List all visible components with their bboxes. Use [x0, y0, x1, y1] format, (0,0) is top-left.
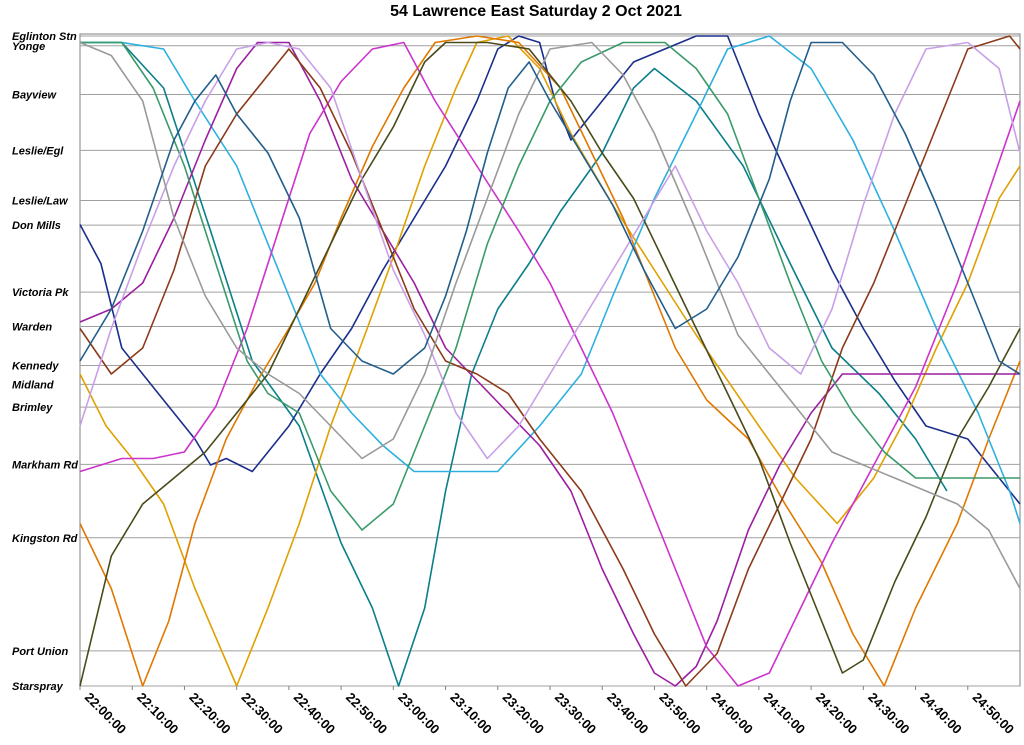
x-tick-label: 22:10:00: [134, 690, 181, 737]
x-tick-label: 23:00:00: [395, 690, 442, 737]
trip-line-9: [80, 41, 1020, 531]
stop-gridlines: [80, 35, 1020, 687]
x-tick-label: 24:40:00: [917, 690, 964, 737]
trip-line-6: [79, 41, 1021, 687]
trip-line-4: [80, 35, 1021, 524]
x-tick-label: 23:40:00: [604, 690, 651, 737]
x-tick-label: 23:50:00: [656, 690, 703, 737]
stop-label: Eglinton Stn: [12, 31, 77, 43]
stop-label: Midland: [12, 379, 54, 391]
time-axis-ticks: 22:00:00 22:10:00 22:20:00 22:30:00 22:40:00…: [79, 686, 1017, 737]
x-tick-label: 22:40:00: [291, 690, 338, 737]
x-tick-label: 24:10:00: [761, 690, 808, 737]
trip-line-3: [79, 35, 1021, 687]
trip-line-10: [79, 41, 1021, 460]
stop-label: Don Mills: [12, 220, 61, 232]
trip-line-0: [80, 41, 948, 687]
stop-label: Markham Rd: [12, 459, 78, 471]
stop-label: Yonge: [12, 41, 45, 53]
stop-label: Bayview: [12, 90, 57, 102]
stop-label: Leslie/Law: [12, 195, 69, 207]
x-tick-label: 22:00:00: [82, 690, 129, 737]
x-tick-label: 23:30:00: [552, 690, 599, 737]
trip-line-8: [79, 41, 1021, 687]
trip-line-12: [79, 41, 1021, 375]
stop-label: Starspray: [12, 681, 64, 693]
x-tick-label: 24:20:00: [813, 690, 860, 737]
stop-label: Leslie/Egl: [12, 145, 64, 157]
x-tick-label: 23:20:00: [500, 690, 547, 737]
stop-label: Port Union: [12, 646, 68, 658]
stop-label: Warden: [12, 322, 52, 334]
x-tick-label: 22:20:00: [186, 690, 233, 737]
chart-title: 54 Lawrence East Saturday 2 Oct 2021: [390, 3, 682, 20]
stop-label: Kingston Rd: [12, 533, 78, 545]
x-tick-label: 24:50:00: [970, 690, 1017, 737]
trip-line-11: [79, 41, 1021, 589]
x-tick-label: 23:10:00: [447, 690, 494, 737]
x-tick-label: 22:50:00: [343, 690, 390, 737]
x-tick-label: 24:00:00: [709, 690, 756, 737]
trip-line-5: [79, 41, 1020, 687]
plot-frame: [79, 33, 1021, 687]
trip-line-7: [79, 35, 1021, 687]
trip-lines: [79, 35, 1021, 687]
stop-label: Brimley: [12, 402, 53, 414]
x-tick-label: 24:30:00: [865, 690, 912, 737]
stop-label: Victoria Pk: [12, 287, 69, 299]
stop-label: Kennedy: [12, 361, 59, 373]
x-tick-label: 22:30:00: [239, 690, 286, 737]
trip-line-2: [79, 35, 1021, 687]
